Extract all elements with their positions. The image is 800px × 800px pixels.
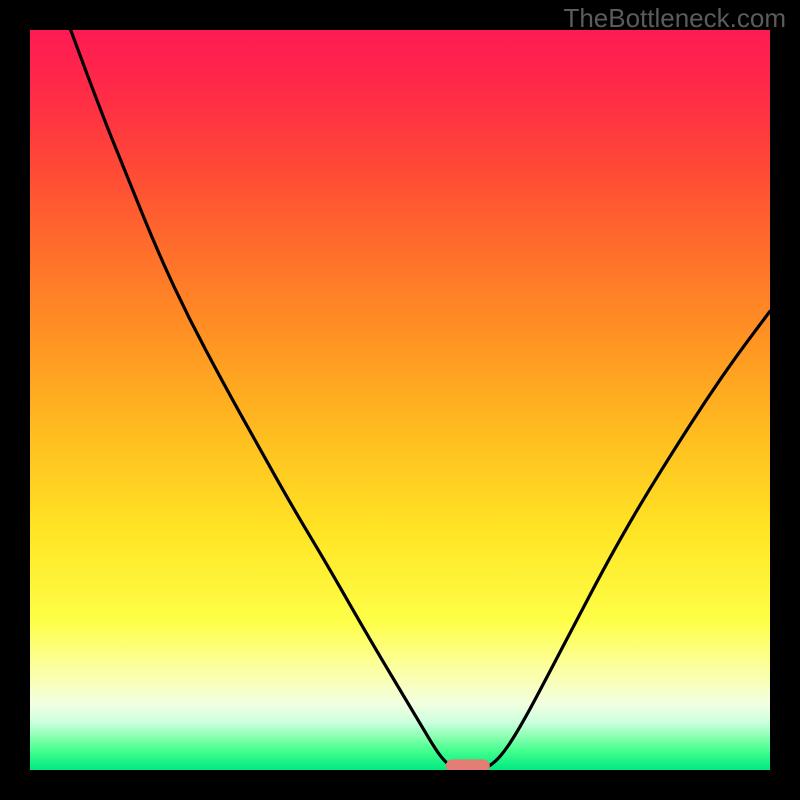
plot-area [30, 30, 770, 770]
curve-path [71, 30, 770, 770]
bottleneck-curve [30, 30, 770, 770]
optimum-marker [446, 759, 490, 770]
chart-frame: TheBottleneck.com [0, 0, 800, 800]
watermark-text: TheBottleneck.com [563, 3, 786, 34]
